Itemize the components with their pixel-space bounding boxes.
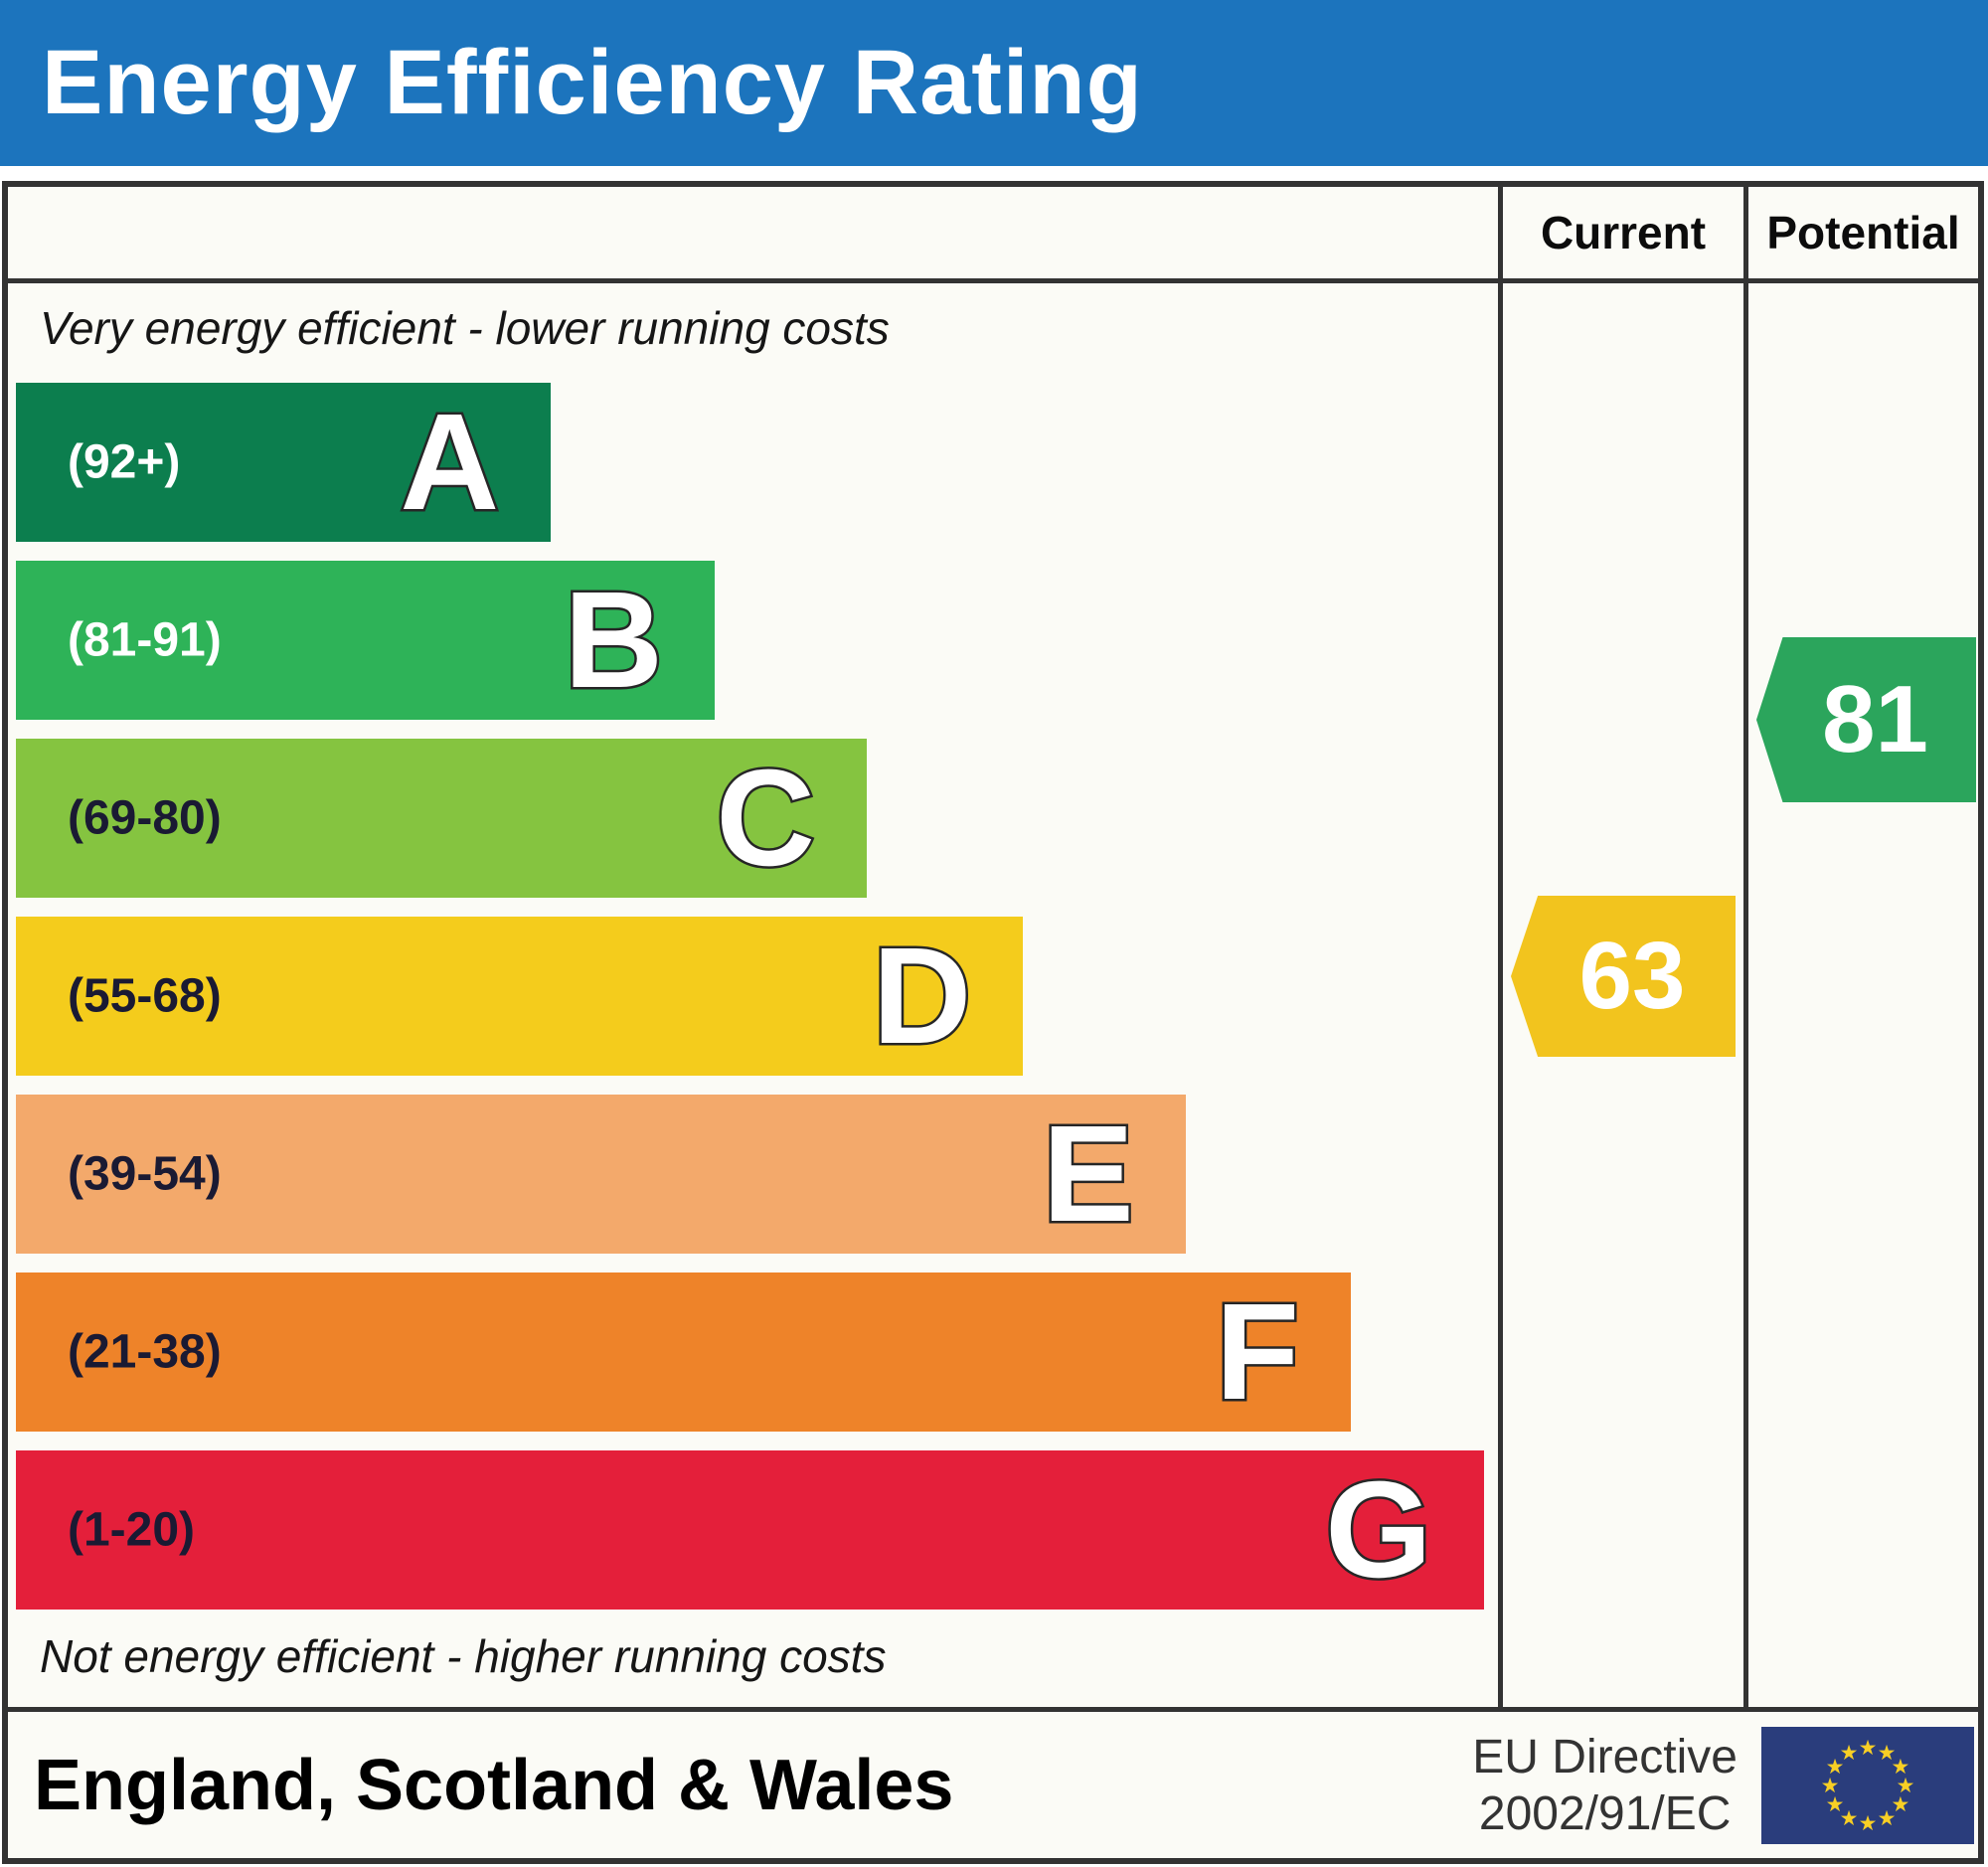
current-column: 63: [1498, 283, 1743, 1707]
eu-directive-label: EU Directive 2002/91/EC: [1472, 1729, 1738, 1842]
band-C: (69-80) C: [16, 739, 867, 898]
band-range-label: (92+): [68, 435, 181, 489]
header-empty-cell: [8, 187, 1498, 283]
svg-text:★: ★: [1878, 1806, 1897, 1829]
bands-area: Very energy efficient - lower running co…: [8, 283, 1498, 1707]
potential-rating-marker: 81: [1756, 637, 1976, 802]
page-title: Energy Efficiency Rating: [42, 32, 1143, 133]
footer: England, Scotland & Wales EU Directive 2…: [8, 1707, 1978, 1858]
bottom-note: Not energy efficient - higher running co…: [40, 1630, 887, 1682]
band-range-label: (1-20): [68, 1503, 196, 1557]
band-letter: G: [1323, 1453, 1434, 1607]
top-note: Very energy efficient - lower running co…: [40, 302, 890, 354]
band-letter: C: [714, 742, 818, 895]
band-letter: F: [1213, 1275, 1301, 1429]
band-B: (81-91) B: [16, 561, 716, 720]
svg-text:★: ★: [1891, 1756, 1909, 1779]
current-rating-marker: 63: [1511, 896, 1736, 1057]
band-F: (21-38) F: [16, 1273, 1352, 1432]
band-G: (1-20) G: [16, 1450, 1484, 1610]
svg-text:★: ★: [1859, 1812, 1878, 1835]
svg-text:★: ★: [1897, 1775, 1915, 1797]
band-letter: B: [562, 564, 666, 717]
column-header-potential: Potential: [1743, 187, 1978, 283]
title-bar: Energy Efficiency Rating: [0, 0, 1988, 166]
svg-text:★: ★: [1826, 1756, 1845, 1779]
eu-directive-line2: 2002/91/EC: [1478, 1786, 1732, 1840]
band-range-label: (69-80): [68, 791, 222, 845]
potential-column: 81: [1743, 283, 1978, 1707]
column-header-current: Current: [1498, 187, 1743, 283]
band-letter: A: [398, 386, 502, 539]
current-rating-value: 63: [1578, 923, 1686, 1029]
svg-text:★: ★: [1821, 1775, 1840, 1797]
band-range-label: (39-54): [68, 1147, 222, 1201]
band-E: (39-54) E: [16, 1095, 1186, 1254]
band-range-label: (81-91): [68, 613, 222, 667]
region-label: England, Scotland & Wales: [34, 1745, 954, 1825]
svg-text:★: ★: [1826, 1793, 1845, 1816]
band-range-label: (21-38): [68, 1325, 222, 1379]
rating-table: Current Potential Very energy efficient …: [2, 181, 1984, 1864]
svg-text:★: ★: [1840, 1806, 1859, 1829]
band-D: (55-68) D: [16, 917, 1024, 1076]
band-A: (92+) A: [16, 383, 552, 542]
svg-text:★: ★: [1859, 1737, 1878, 1760]
potential-rating-value: 81: [1822, 666, 1928, 772]
band-range-label: (55-68): [68, 969, 222, 1023]
band-letter: E: [1040, 1098, 1136, 1251]
eu-flag-icon: ★ ★ ★ ★ ★ ★ ★ ★ ★ ★ ★ ★: [1761, 1726, 1974, 1844]
eu-directive-line1: EU Directive: [1472, 1730, 1738, 1783]
band-letter: D: [870, 920, 974, 1073]
svg-text:★: ★: [1878, 1742, 1897, 1765]
svg-text:★: ★: [1891, 1793, 1909, 1816]
svg-text:★: ★: [1840, 1742, 1859, 1765]
